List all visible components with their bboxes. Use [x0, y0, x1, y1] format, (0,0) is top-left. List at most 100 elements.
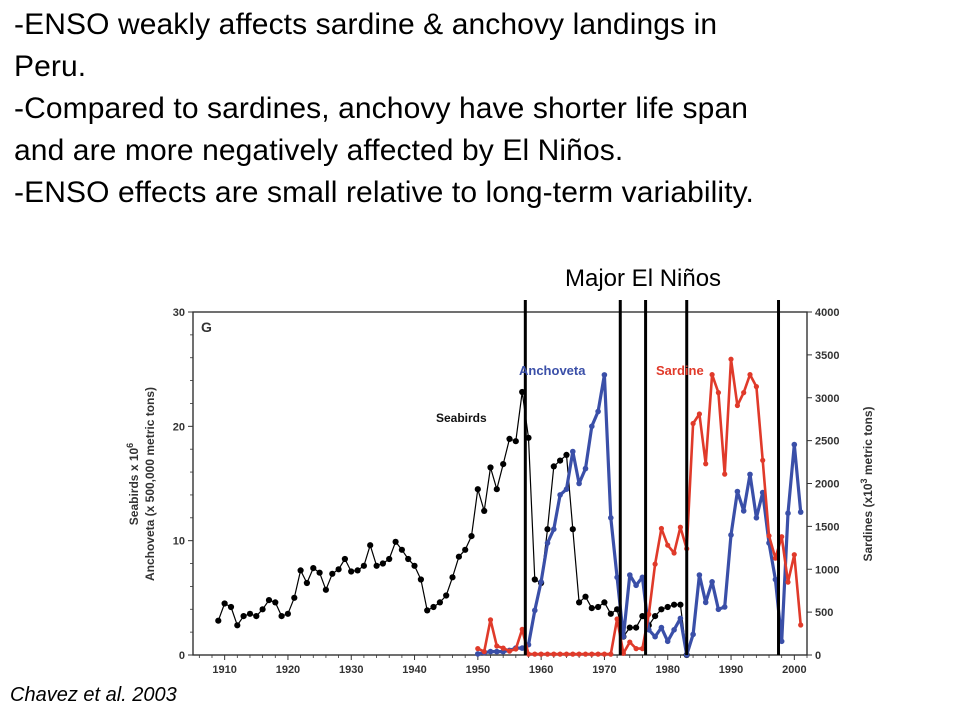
anchoveta-data-point [658, 624, 665, 631]
sardine-data-point [798, 622, 804, 628]
seabirds-data-point [519, 388, 526, 396]
y-right-tick-label: 0 [815, 650, 821, 662]
seabirds-data-point [348, 568, 355, 575]
sardine-data-point [557, 651, 563, 657]
seabirds-data-point [341, 555, 348, 563]
sardine-data-point [703, 461, 709, 467]
seabirds-data-point [671, 601, 678, 608]
seabirds-data-point [430, 603, 437, 611]
seabirds-data-point [601, 599, 608, 606]
series-label-anchoveta: Anchoveta [519, 363, 586, 378]
y-right-tick-label: 4000 [815, 307, 839, 319]
seabirds-data-point [525, 434, 532, 441]
seabirds-data-point [367, 542, 374, 549]
x-tick-label: 1960 [529, 664, 553, 676]
sardine-data-point [741, 390, 747, 396]
sardine-data-point [722, 471, 728, 477]
seabirds-data-point [373, 562, 380, 569]
slide-bullets: -ENSO weakly affects sardine & anchovy l… [14, 4, 950, 214]
sardine-data-point [791, 552, 797, 558]
anchoveta-data-point [639, 574, 646, 581]
x-tick-label: 1970 [592, 664, 616, 676]
y-right-tick-label: 3000 [815, 393, 839, 405]
anchoveta-data-point [532, 607, 538, 614]
seabirds-data-point [512, 438, 519, 445]
anchoveta-data-point [721, 604, 728, 610]
sardine-data-point [475, 646, 481, 652]
seabirds-data-point [265, 597, 273, 604]
seabirds-data-point [576, 599, 583, 606]
y-left-axis-label-anchoveta: Anchoveta (x 500,000 metric tons) [143, 387, 157, 581]
x-tick-label: 1990 [719, 664, 743, 676]
seabirds-data-point [607, 610, 614, 617]
anchoveta-data-point [753, 515, 760, 521]
seabirds-data-point [462, 546, 469, 553]
y-right-tick-label: 500 [815, 607, 833, 619]
anchoveta-data-point [709, 579, 715, 585]
seabirds-data-point [278, 613, 285, 620]
series-label-seabirds: Seabirds [436, 411, 487, 425]
seabirds-data-point [316, 569, 323, 576]
y-right-axis-label: Sardines (x103 metric tons) [859, 406, 875, 561]
anchoveta-data-point [677, 615, 684, 622]
anchoveta-data-point [715, 606, 722, 613]
y-right-tick-label: 3500 [815, 350, 839, 362]
seabirds-data-point [221, 600, 228, 607]
y-right-tick-label: 2500 [815, 436, 839, 448]
bullet-line-4: and are more negatively affected by El N… [14, 134, 624, 167]
seabirds-data-point [322, 586, 329, 593]
anchoveta-data-point [747, 471, 753, 478]
seabirds-data-point [658, 606, 665, 613]
sardine-data-point [671, 550, 677, 556]
y-right-tick-label: 2000 [815, 479, 839, 491]
y-left-tick-label: 20 [173, 421, 185, 433]
y-left-axis-label-seabirds: Seabirds x 106 [125, 443, 141, 525]
sardine-data-point [709, 372, 715, 378]
seabirds-data-point [595, 603, 602, 611]
seabirds-data-point [379, 560, 386, 567]
seabirds-data-point [531, 576, 538, 583]
anchoveta-data-point [791, 441, 798, 448]
anchoveta-data-point [785, 510, 791, 516]
seabirds-data-point [487, 464, 494, 471]
seabirds-data-point [234, 622, 241, 629]
seabirds-data-point [215, 617, 222, 624]
seabirds-data-point [240, 613, 247, 620]
seabirds-data-point [449, 574, 456, 581]
citation: Chavez et al. 2003 [10, 684, 177, 706]
seabirds-data-point [633, 624, 640, 631]
anchoveta-data-point [608, 515, 614, 521]
sardine-data-point [646, 611, 652, 617]
anchoveta-data-point [620, 633, 627, 640]
seabirds-data-point [284, 610, 291, 617]
anchoveta-data-point [671, 627, 677, 633]
anchoveta-data-point [690, 631, 696, 638]
x-tick-label: 1950 [466, 664, 490, 676]
bullet-line-1: -ENSO weakly affects sardine & anchovy l… [14, 8, 718, 41]
seabirds-data-point [455, 553, 462, 560]
anchoveta-data-point [538, 579, 544, 585]
sardine-data-point [551, 651, 557, 657]
anchoveta-data-point [778, 638, 785, 645]
x-tick-label: 1940 [402, 664, 426, 676]
sardine-data-point [652, 561, 658, 567]
sardine-data-point [519, 626, 525, 632]
anchoveta-data-point [772, 576, 779, 583]
bullet-line-3: -Compared to sardines, anchovy have shor… [14, 92, 749, 125]
seabirds-data-point [417, 576, 424, 583]
sardine-data-point [544, 651, 551, 657]
sardine-data-point [715, 390, 722, 396]
seabirds-data-point [443, 592, 450, 599]
sardine-data-point [766, 533, 772, 539]
sardine-data-point [677, 524, 684, 530]
anchoveta-data-point [475, 651, 481, 657]
sardine-data-point [665, 542, 671, 548]
sardine-data-point [487, 617, 494, 623]
seabirds-data-point [303, 579, 310, 587]
seabirds-data-point [259, 606, 266, 613]
anchoveta-data-point [519, 645, 525, 651]
anchoveta-data-point [664, 638, 671, 645]
seabirds-data-point [569, 526, 576, 533]
seabirds-data-point [550, 463, 557, 470]
